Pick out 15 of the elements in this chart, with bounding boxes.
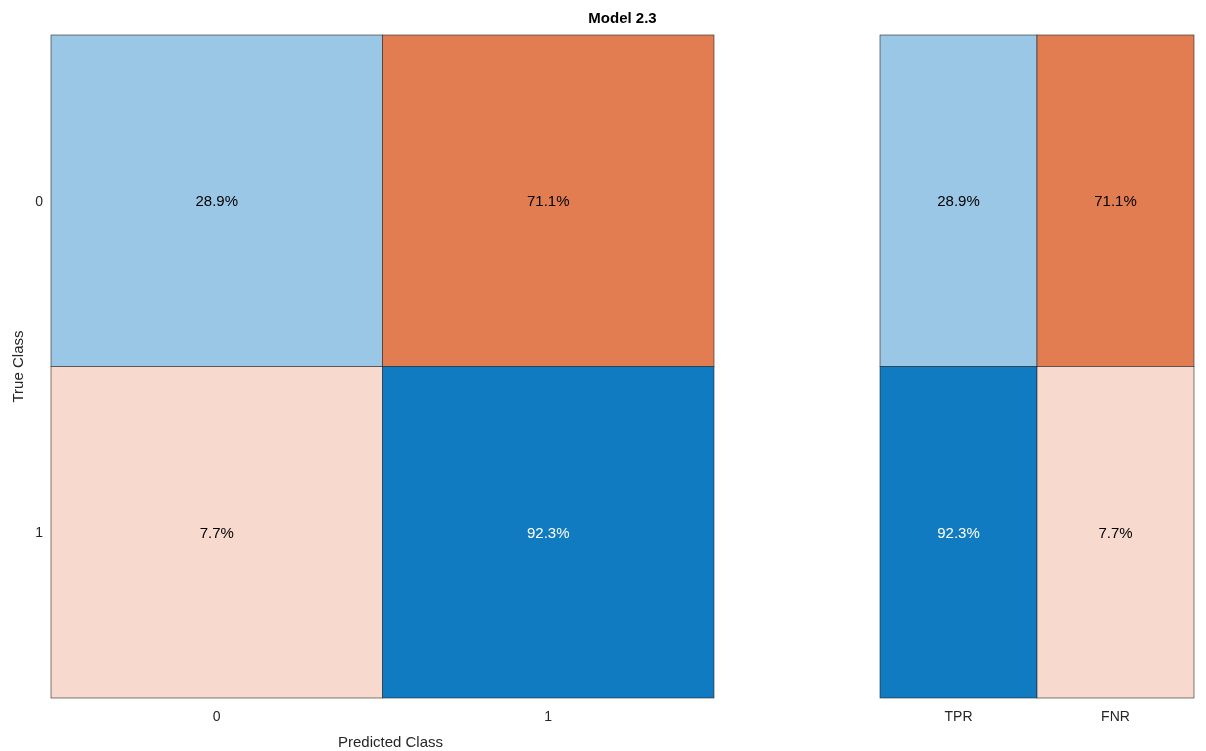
data-label: 7.7% [199, 523, 234, 541]
data-label: 71.1% [1094, 192, 1137, 209]
chart-title: Model 2.3 [588, 9, 657, 26]
x-tick-label: FNR [1101, 708, 1130, 724]
data-label: 92.3% [526, 523, 570, 541]
data-label: 28.9% [937, 192, 980, 209]
x-axis-title: Predicted Class [337, 733, 444, 750]
data-label: 92.3% [937, 523, 980, 541]
y-axis-title: True Class [9, 330, 26, 403]
data-label: 28.9% [195, 192, 239, 209]
x-tick-label: 0 [212, 708, 221, 724]
data-label: 7.7% [1098, 523, 1133, 541]
x-tick-label: TPR [944, 708, 973, 724]
data-label: 71.1% [526, 192, 570, 209]
x-tick-label: 1 [544, 708, 553, 724]
